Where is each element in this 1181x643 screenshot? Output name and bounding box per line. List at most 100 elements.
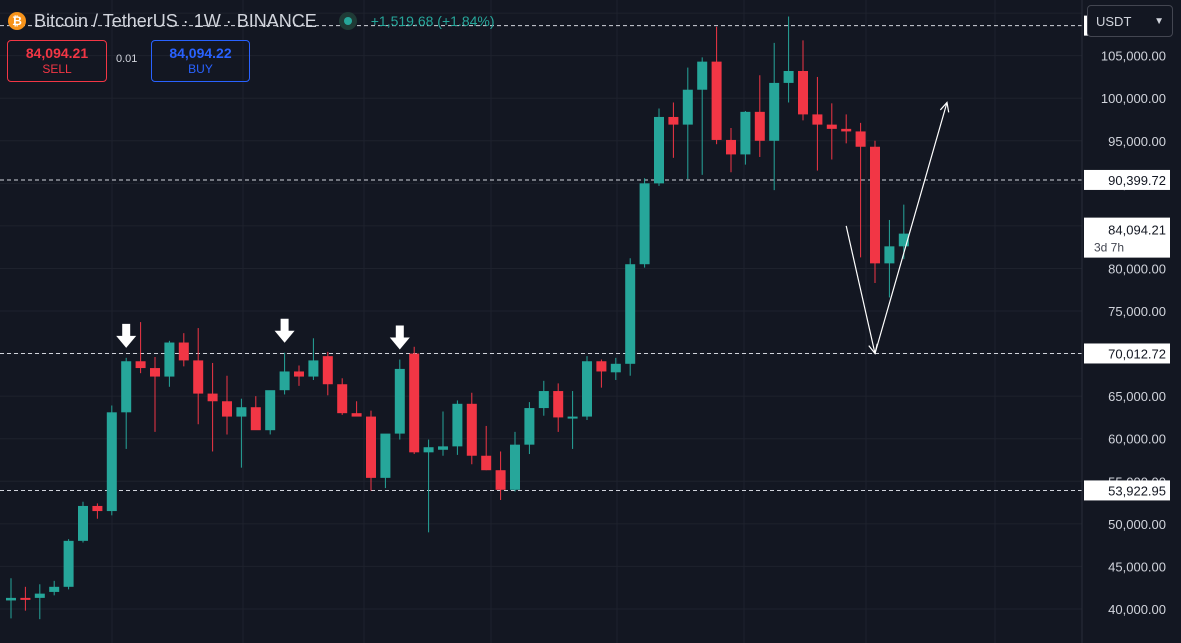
candle-body	[452, 403, 463, 447]
candle-body	[495, 470, 506, 490]
buy-button[interactable]: 84,094.22 BUY	[151, 40, 250, 82]
candle-body	[726, 139, 736, 155]
arrow-down-icon	[389, 325, 410, 350]
candle	[193, 328, 204, 425]
candles	[6, 16, 909, 620]
currency-value: USDT	[1096, 13, 1132, 29]
level-label: 90,399.72	[1108, 173, 1166, 188]
price-tick-label: 75,000.00	[1108, 304, 1166, 319]
candle	[567, 391, 578, 449]
candle	[250, 396, 261, 431]
price-tick-label: 45,000.00	[1108, 559, 1166, 574]
candle	[898, 204, 909, 260]
candle-body	[351, 413, 362, 417]
candle-body	[754, 111, 765, 141]
candle	[582, 356, 592, 420]
candle-body	[322, 356, 333, 385]
sell-button[interactable]: 84,094.21 SELL	[7, 40, 107, 82]
candle	[826, 103, 837, 160]
price-tick-label: 95,000.00	[1108, 134, 1166, 149]
candle	[366, 410, 376, 491]
candle-body	[20, 597, 31, 600]
candle	[884, 219, 895, 298]
chart-grid	[0, 0, 1082, 643]
candle	[841, 114, 852, 144]
candle-body	[279, 371, 290, 391]
candle	[380, 433, 391, 489]
candle	[308, 338, 319, 380]
candle-body	[423, 447, 434, 453]
candle	[294, 365, 304, 386]
candle	[49, 580, 60, 596]
price-tick-label: 65,000.00	[1108, 389, 1166, 404]
level-label: 70,012.72	[1108, 346, 1166, 361]
last-price-label: 84,094.21	[1108, 223, 1166, 238]
candle	[711, 26, 722, 145]
candle-body	[812, 114, 823, 125]
last-price-label-bg	[1084, 217, 1170, 258]
candle	[222, 375, 232, 435]
arrow-down-icon	[116, 323, 137, 348]
candle	[6, 578, 16, 619]
candle-body	[870, 146, 880, 264]
candle	[538, 380, 549, 416]
candle	[337, 378, 348, 415]
arrow-markers	[116, 318, 410, 350]
candle-body	[855, 131, 866, 147]
candle-body	[783, 70, 794, 83]
price-axis[interactable]: 40,000.0045,000.0050,000.0055,000.0060,0…	[1081, 0, 1181, 643]
candle	[524, 402, 535, 455]
candle	[322, 351, 333, 396]
candle-body	[380, 433, 391, 478]
projection-arrowhead-low	[868, 343, 878, 355]
candle	[639, 178, 650, 268]
candle-body	[193, 360, 204, 394]
bitcoin-icon: ₿	[8, 12, 26, 30]
price-change: +1,519.68 (+1.84%)	[370, 13, 495, 29]
price-tick-label: 40,000.00	[1108, 602, 1166, 617]
candle	[740, 110, 751, 165]
candle-body	[294, 371, 304, 377]
candle	[351, 401, 362, 417]
sell-price: 84,094.21	[25, 45, 89, 61]
currency-select[interactable]: USDT ▼	[1087, 5, 1173, 37]
candle	[279, 352, 290, 395]
candle-body	[510, 444, 520, 490]
symbol-title[interactable]: Bitcoin / TetherUS · 1W · BINANCE	[34, 10, 317, 31]
price-tick-label: 80,000.00	[1108, 261, 1166, 276]
candle	[596, 359, 607, 388]
candle	[754, 75, 765, 157]
symbol-header: ₿ Bitcoin / TetherUS · 1W · BINANCE +1,5…	[8, 8, 495, 34]
candle	[452, 400, 463, 455]
candle	[466, 392, 477, 465]
bar-countdown-label: 3d 7h	[1094, 241, 1124, 255]
candle-body	[409, 353, 420, 453]
candle	[481, 425, 492, 471]
candle-body	[178, 342, 189, 361]
candle	[20, 586, 31, 611]
candle	[812, 76, 823, 171]
candle	[164, 340, 175, 387]
candle	[207, 362, 218, 452]
candle	[34, 584, 45, 620]
candle-body	[769, 82, 780, 141]
candle	[697, 57, 708, 175]
candle-body	[337, 384, 348, 414]
candle	[495, 451, 506, 500]
candle-body	[567, 416, 578, 419]
candle-body	[481, 455, 492, 471]
candle-body	[366, 416, 376, 478]
candle	[798, 40, 808, 121]
level-label-bg	[1084, 480, 1170, 501]
candle-body	[668, 116, 679, 125]
candle	[769, 42, 780, 191]
spread-value: 0.01	[116, 53, 138, 65]
candle	[92, 503, 103, 519]
level-label: 53,922.95	[1108, 483, 1166, 498]
candle-body	[682, 89, 693, 125]
candle	[423, 439, 434, 533]
candle-body	[106, 412, 117, 512]
candle-body	[121, 361, 132, 413]
candle-body	[135, 361, 146, 369]
